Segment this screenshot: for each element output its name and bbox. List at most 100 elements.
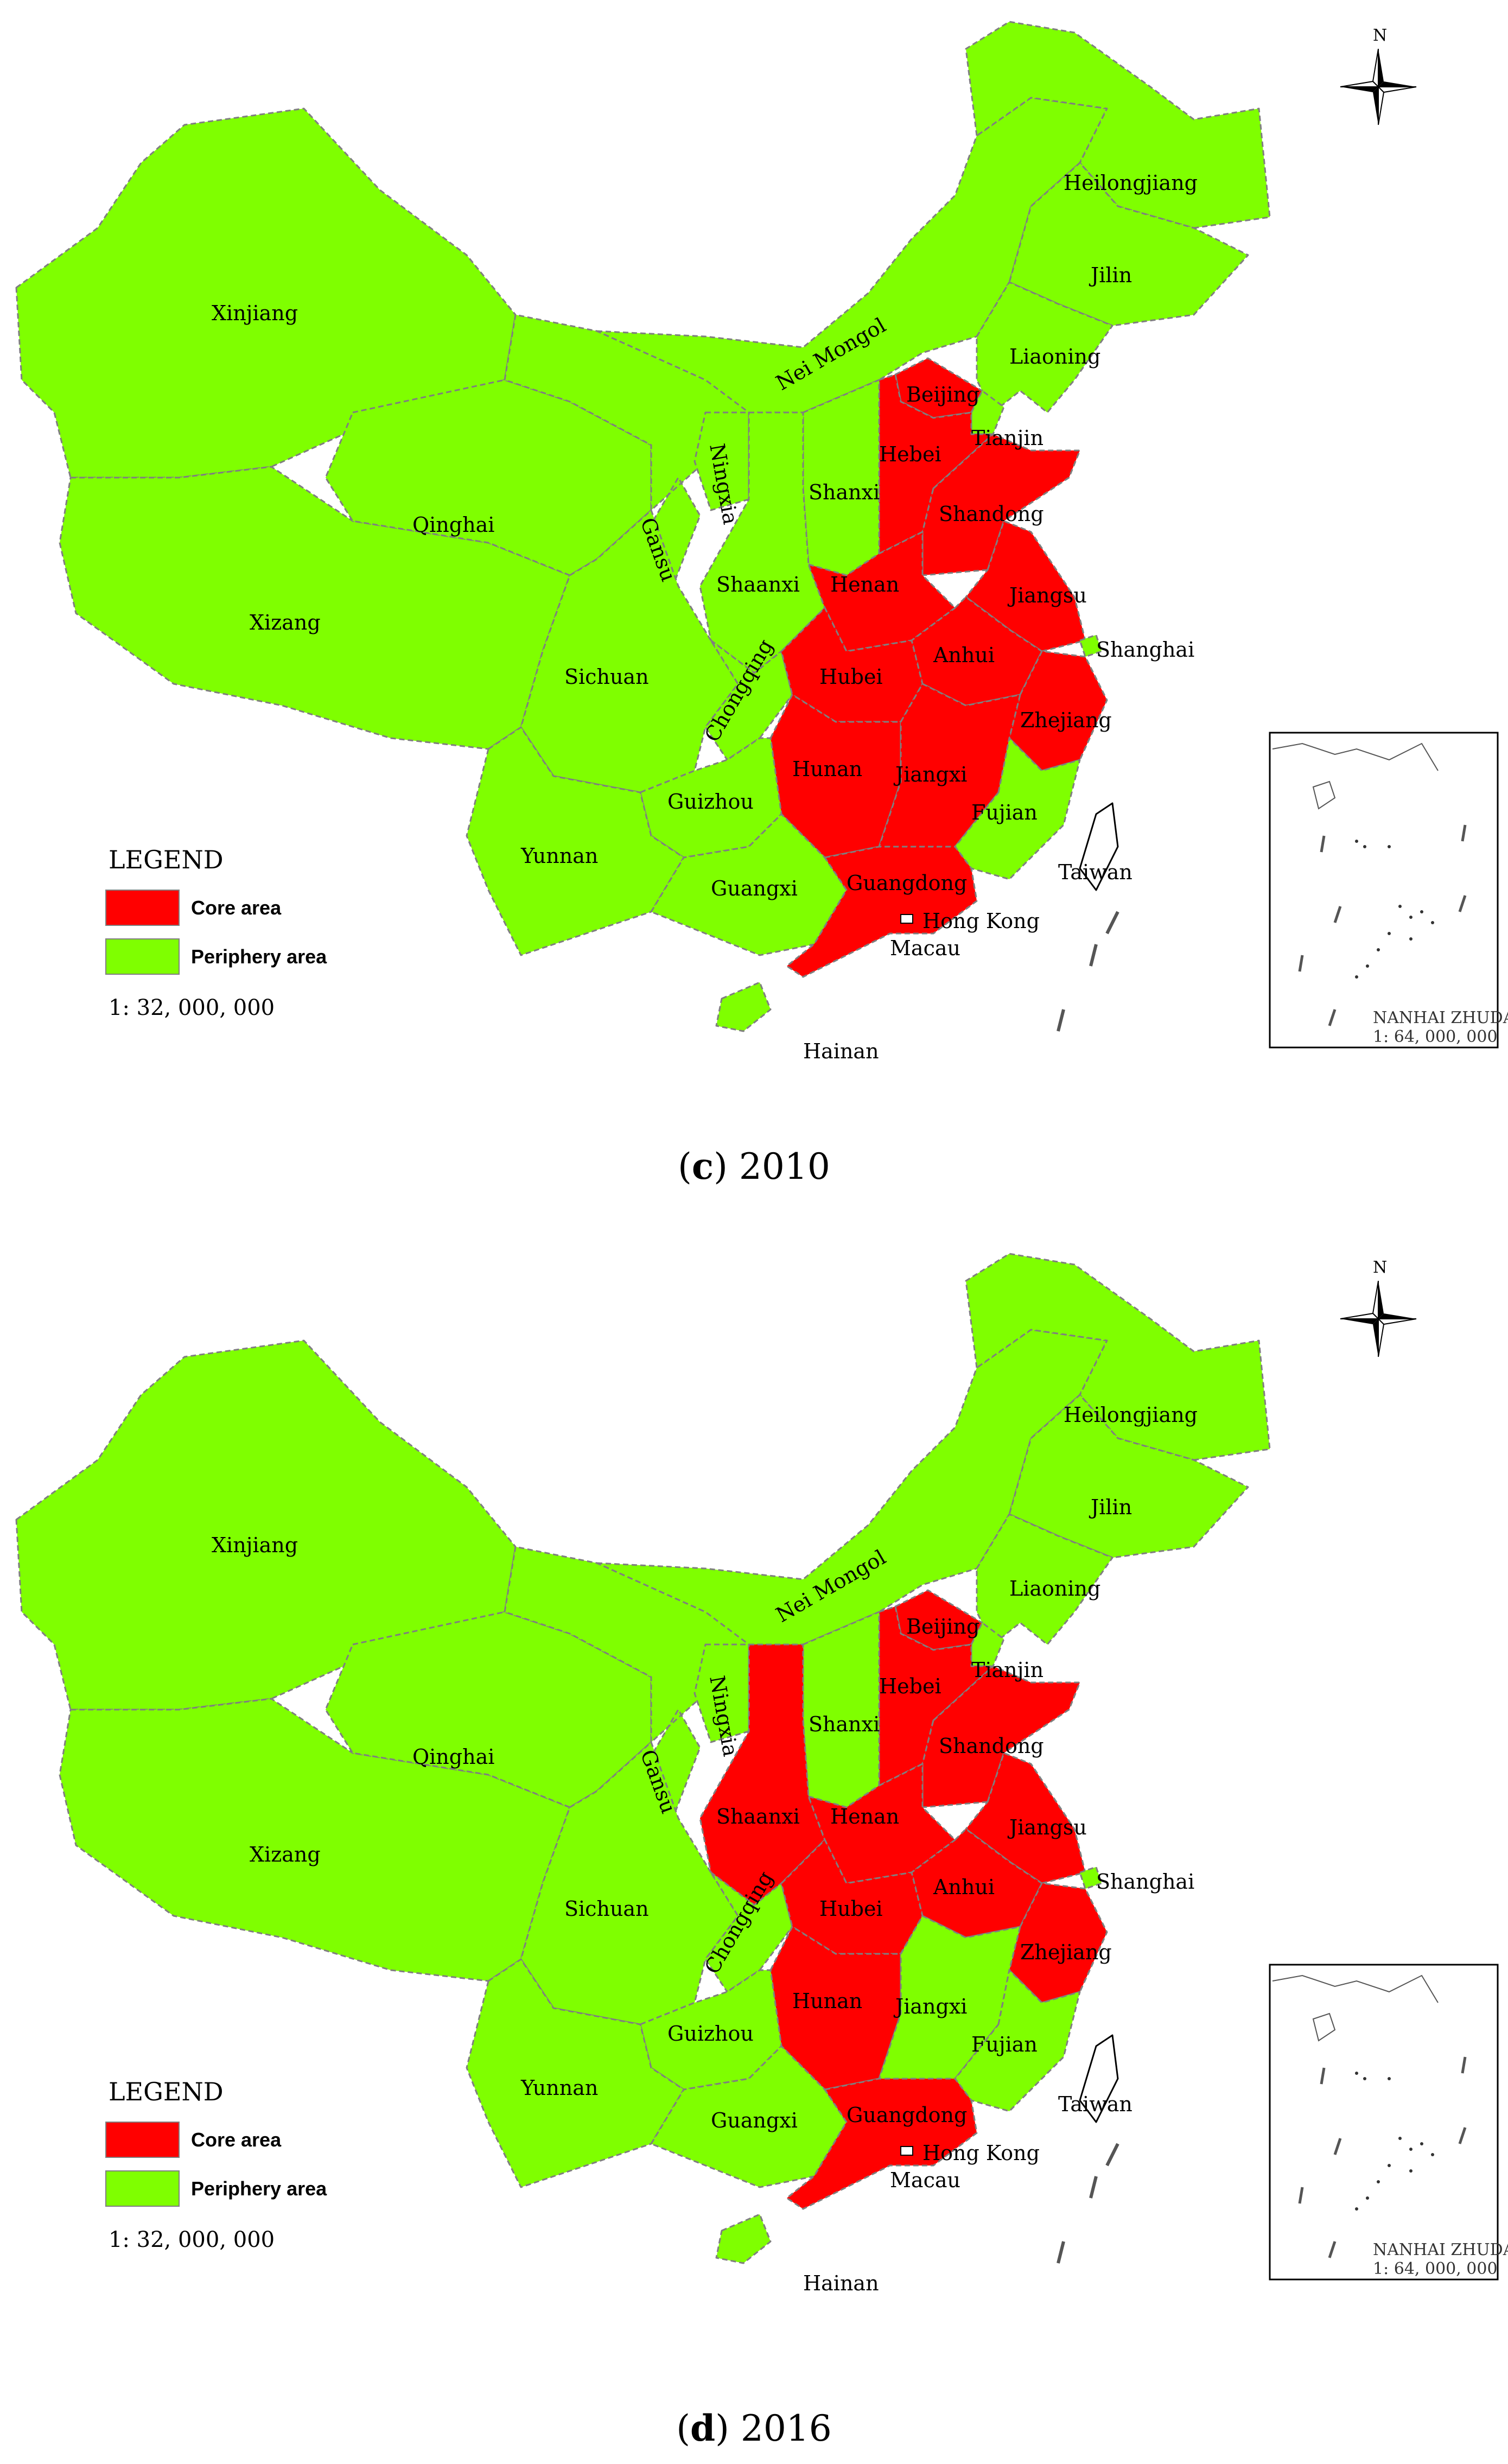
label-hong-kong: Hong Kong (922, 909, 1040, 933)
legend-title: LEGEND (109, 845, 224, 874)
province-guangdong (786, 846, 978, 978)
label-beijing: Beijing (906, 383, 979, 407)
label-hubei: Hubei (819, 1897, 883, 1921)
legend: LEGEND Core area Periphery area 1: 32, 0… (105, 2077, 327, 2252)
legend-periphery-label: Periphery area (191, 2177, 327, 2200)
map-panel-2016: Xinjiang Xizang Qinghai Gansu Ningxia Ne… (0, 1232, 1508, 2464)
label-qinghai: Qinghai (412, 1745, 494, 1769)
label-guangxi: Guangxi (711, 877, 798, 900)
inset-south-china-sea: NANHAI ZHUDAO 1: 64, 000, 000 (1269, 1964, 1508, 2281)
north-label: N (1373, 26, 1387, 45)
map-scale: 1: 32, 000, 000 (109, 995, 275, 1020)
label-shanxi: Shanxi (809, 1712, 880, 1736)
label-guizhou: Guizhou (667, 790, 754, 814)
label-jiangxi: Jiangxi (893, 763, 967, 786)
province-taiwan (1079, 802, 1119, 891)
province-hunan (769, 694, 902, 859)
legend-periphery-swatch (105, 2170, 180, 2207)
province-chongqing (704, 1871, 793, 1993)
label-xinjiang: Xinjiang (212, 301, 298, 325)
province-taiwan (1079, 2034, 1119, 2123)
legend-core-swatch (105, 890, 180, 926)
province-zhejiang (1008, 650, 1108, 772)
label-heilongjiang: Heilongjiang (1064, 171, 1198, 195)
label-anhui: Anhui (933, 643, 995, 667)
label-shanghai: Shanghai (1096, 638, 1194, 662)
inset-title: NANHAI ZHUDAO (1373, 1008, 1508, 1027)
label-tianjin: Tianjin (971, 1658, 1043, 1682)
label-zhejiang: Zhejiang (1020, 708, 1112, 732)
caption-letter: d (690, 2407, 716, 2449)
legend-core-label: Core area (191, 2129, 282, 2151)
province-hunan (769, 1926, 902, 2091)
map-panel-2010: Xinjiang Xizang Qinghai Gansu Ningxia Ne… (15, 21, 1508, 1187)
label-taiwan: Taiwan (1058, 860, 1132, 884)
label-hunan: Hunan (792, 757, 862, 781)
province-yunnan (466, 726, 685, 956)
label-xizang: Xizang (250, 1843, 321, 1866)
label-taiwan: Taiwan (1058, 2092, 1132, 2116)
label-beijing: Beijing (906, 1615, 979, 1639)
hong-kong-marker (900, 914, 913, 924)
label-anhui: Anhui (933, 1875, 995, 1899)
label-hainan: Hainan (803, 1039, 879, 1063)
legend-periphery-swatch (105, 938, 180, 975)
caption-letter: c (691, 1145, 714, 1187)
label-fujian: Fujian (971, 801, 1038, 824)
province-labels: Xinjiang Xizang Qinghai Gansu Ningxia Ne… (212, 171, 1198, 1063)
province-chongqing (704, 639, 793, 761)
province-hainan (715, 2213, 772, 2264)
label-heilongjiang: Heilongjiang (1064, 1403, 1198, 1427)
province-shanghai (1079, 634, 1103, 658)
label-guangdong: Guangdong (847, 871, 967, 895)
label-hunan: Hunan (792, 1989, 862, 2013)
province-xizang (59, 1698, 571, 1982)
map-scale: 1: 32, 000, 000 (109, 2227, 275, 2252)
label-jilin: Jilin (1089, 263, 1132, 287)
province-jilin (1008, 162, 1249, 327)
label-hubei: Hubei (819, 665, 883, 689)
label-guangxi: Guangxi (711, 2109, 798, 2132)
label-fujian: Fujian (971, 2033, 1038, 2056)
province-heilongjiang (965, 1253, 1271, 1461)
province-heilongjiang (965, 21, 1271, 229)
north-arrow-icon: N (1340, 1258, 1417, 1357)
label-shandong: Shandong (939, 1734, 1044, 1758)
label-yunnan: Yunnan (520, 844, 598, 868)
label-jiangsu: Jiangsu (1007, 583, 1087, 607)
china-map: Xinjiang Xizang Qinghai Gansu Ningxia Ne… (15, 1253, 1508, 2295)
label-macau: Macau (890, 936, 960, 960)
label-henan: Henan (830, 573, 899, 596)
label-guizhou: Guizhou (667, 2022, 754, 2046)
province-shanxi (802, 379, 880, 576)
maritime-boundary-dashes (1057, 2143, 1119, 2264)
legend-core-label: Core area (191, 897, 282, 919)
province-shanghai (1079, 1866, 1103, 1890)
province-liaoning (976, 281, 1113, 414)
inset-title: NANHAI ZHUDAO (1373, 2240, 1508, 2259)
map-caption: (d) 2016 (676, 2407, 832, 2449)
label-shandong: Shandong (939, 502, 1044, 526)
legend-periphery-label: Periphery area (191, 945, 327, 968)
label-jiangsu: Jiangsu (1007, 1815, 1087, 1839)
maritime-boundary-dashes (1057, 911, 1119, 1032)
province-ningxia (693, 1643, 750, 1743)
province-zhejiang (1008, 1882, 1108, 2004)
hong-kong-marker (900, 2146, 913, 2156)
label-yunnan: Yunnan (520, 2076, 598, 2100)
legend-core-swatch (105, 2122, 180, 2158)
province-ningxia (693, 411, 750, 511)
label-sichuan: Sichuan (564, 1897, 649, 1921)
label-henan: Henan (830, 1805, 899, 1828)
inset-scale: 1: 64, 000, 000 (1373, 1027, 1498, 1046)
caption-year: 2010 (739, 1146, 830, 1187)
label-shaanxi: Shaanxi (716, 573, 800, 596)
inset-scale: 1: 64, 000, 000 (1373, 2259, 1498, 2278)
province-guangdong (786, 2078, 978, 2210)
label-guangdong: Guangdong (847, 2103, 967, 2127)
legend: LEGEND Core area Periphery area 1: 32, 0… (105, 845, 327, 1020)
label-shaanxi: Shaanxi (716, 1805, 800, 1828)
province-liaoning (976, 1513, 1113, 1646)
label-hong-kong: Hong Kong (922, 2141, 1040, 2165)
label-sichuan: Sichuan (564, 665, 649, 689)
